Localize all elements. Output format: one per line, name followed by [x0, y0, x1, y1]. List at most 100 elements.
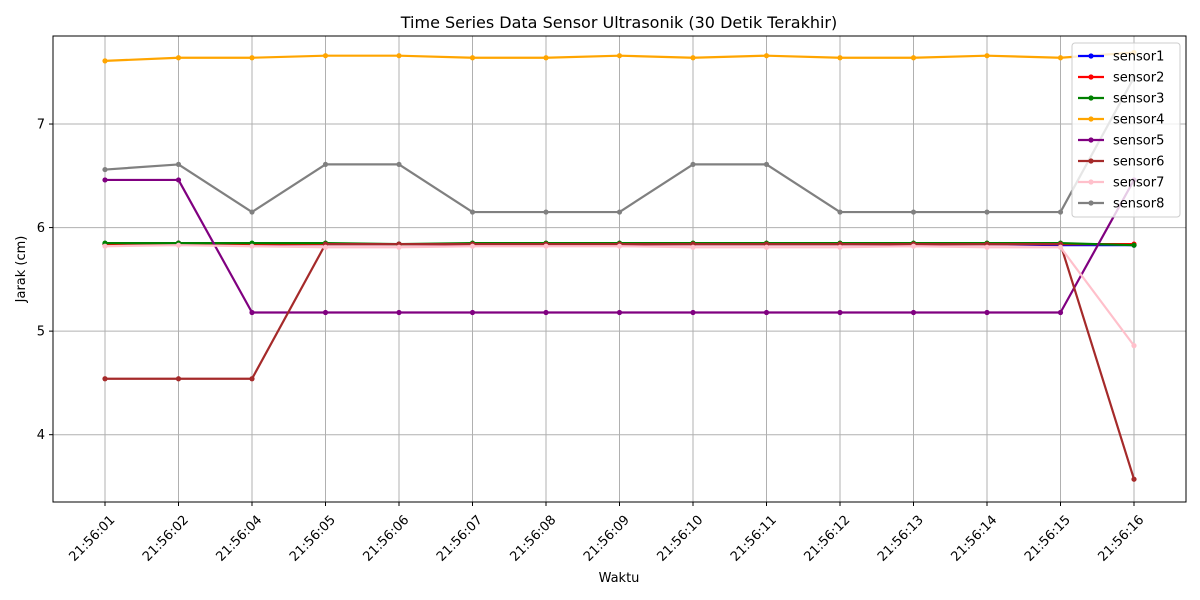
legend-item-sensor1: sensor1: [1078, 50, 1164, 65]
data-point-sensor8: [690, 161, 696, 168]
data-point-sensor7: [690, 244, 696, 250]
data-point-sensor5: [984, 309, 990, 316]
data-point-sensor6: [175, 376, 182, 382]
legend-item-sensor7: sensor7: [1078, 176, 1164, 191]
data-point-sensor8: [837, 209, 843, 215]
data-point-sensor5: [837, 309, 843, 316]
data-point-sensor5: [1057, 309, 1064, 316]
legend-marker: [1088, 137, 1094, 143]
data-point-sensor4: [469, 55, 476, 61]
legend-item-sensor6: sensor6: [1078, 155, 1164, 170]
data-point-sensor5: [543, 309, 549, 316]
y-tick-label: 7: [37, 118, 45, 133]
legend-label: sensor6: [1113, 155, 1164, 170]
grid-lines: [53, 36, 1186, 502]
data-point-sensor5: [690, 309, 696, 316]
data-point-sensor8: [616, 209, 623, 215]
data-point-sensor4: [249, 55, 255, 61]
legend-marker: [1088, 200, 1094, 206]
chart-title: Time Series Data Sensor Ultrasonik (30 D…: [400, 13, 838, 32]
legend-label: sensor7: [1113, 176, 1164, 191]
legend-marker: [1088, 179, 1094, 185]
data-point-sensor7: [396, 244, 402, 250]
data-point-sensor6: [249, 376, 255, 382]
data-point-sensor7: [469, 243, 476, 249]
legend-item-sensor2: sensor2: [1078, 71, 1164, 86]
data-point-sensor3: [1131, 242, 1137, 248]
data-point-sensor4: [543, 55, 549, 61]
legend-label: sensor1: [1113, 50, 1164, 65]
data-point-sensor8: [469, 209, 476, 215]
data-point-sensor4: [616, 53, 623, 59]
series-sensor7: [102, 242, 1137, 349]
data-point-sensor7: [616, 243, 623, 249]
data-point-sensor5: [616, 309, 623, 316]
legend-label: sensor2: [1113, 71, 1164, 86]
data-point-sensor8: [543, 209, 549, 215]
data-point-sensor5: [396, 309, 402, 316]
series-layer: [102, 49, 1137, 482]
data-point-sensor7: [837, 244, 843, 250]
legend-item-sensor5: sensor5: [1078, 134, 1164, 149]
data-point-sensor4: [984, 53, 990, 59]
data-point-sensor4: [322, 53, 329, 59]
data-point-sensor5: [102, 177, 108, 183]
data-point-sensor4: [910, 55, 917, 61]
data-point-sensor5: [175, 177, 182, 183]
data-point-sensor8: [322, 161, 329, 168]
data-point-sensor7: [1131, 343, 1137, 349]
x-axis-label: Waktu: [599, 571, 640, 586]
data-point-sensor4: [175, 55, 182, 61]
data-point-sensor8: [763, 161, 770, 168]
data-point-sensor8: [102, 166, 108, 173]
data-point-sensor4: [837, 55, 843, 61]
data-point-sensor5: [249, 309, 255, 316]
data-point-sensor4: [102, 58, 108, 64]
legend-label: sensor8: [1113, 197, 1164, 212]
data-point-sensor6: [1131, 476, 1137, 482]
y-tick-label: 5: [37, 325, 45, 340]
legend-box: [1071, 42, 1181, 218]
legend-label: sensor4: [1113, 113, 1164, 128]
data-point-sensor7: [249, 243, 255, 249]
legend: sensor1 sensor2 sensor3 sensor4 sensor5 senso…: [1071, 42, 1181, 218]
legend-label: sensor5: [1113, 134, 1164, 149]
data-point-sensor7: [984, 244, 990, 250]
legend-marker: [1088, 158, 1094, 164]
data-point-sensor8: [396, 161, 402, 168]
data-point-sensor4: [1057, 55, 1064, 61]
data-point-sensor8: [175, 161, 182, 168]
y-axis-label: Jarak (cm): [14, 236, 29, 304]
legend-item-sensor3: sensor3: [1078, 92, 1164, 107]
legend-item-sensor8: sensor8: [1078, 197, 1164, 212]
legend-marker: [1088, 116, 1094, 122]
y-tick-label: 4: [37, 428, 45, 443]
legend-marker: [1088, 53, 1094, 59]
data-point-sensor7: [763, 244, 770, 250]
data-point-sensor7: [1057, 244, 1064, 250]
data-point-sensor6: [102, 376, 108, 382]
data-point-sensor8: [910, 209, 917, 215]
data-point-sensor4: [763, 53, 770, 59]
data-point-sensor7: [543, 243, 549, 249]
legend-marker: [1088, 74, 1094, 80]
data-point-sensor7: [102, 243, 108, 249]
data-point-sensor8: [1057, 209, 1064, 215]
data-point-sensor5: [910, 309, 917, 316]
data-point-sensor7: [910, 243, 917, 249]
data-point-sensor8: [984, 209, 990, 215]
data-point-sensor7: [175, 242, 182, 248]
legend-item-sensor4: sensor4: [1078, 113, 1164, 128]
y-tick-label: 6: [37, 221, 45, 236]
data-point-sensor5: [322, 309, 329, 316]
data-point-sensor4: [690, 55, 696, 61]
data-point-sensor5: [763, 309, 770, 316]
data-point-sensor5: [469, 309, 476, 316]
data-point-sensor8: [249, 209, 255, 215]
data-point-sensor4: [396, 53, 402, 59]
legend-label: sensor3: [1113, 92, 1164, 107]
series-sensor8: [102, 74, 1137, 215]
legend-marker: [1088, 95, 1094, 101]
